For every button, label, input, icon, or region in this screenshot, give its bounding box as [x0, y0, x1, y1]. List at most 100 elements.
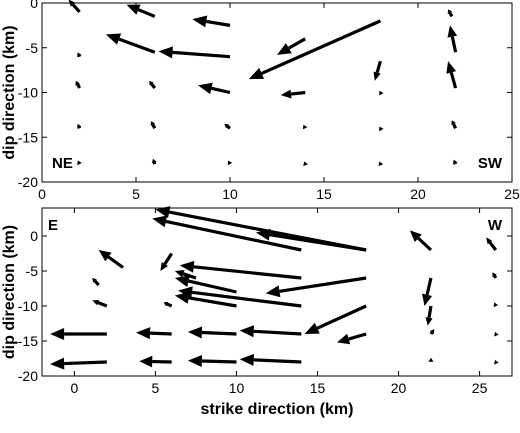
vector-head	[422, 293, 433, 306]
vector-shaft	[71, 3, 81, 14]
vector-head	[446, 61, 457, 74]
vector-arrow	[452, 159, 458, 165]
vector-arrow	[492, 272, 498, 279]
y-tick-label: -15	[18, 129, 38, 145]
vector-arrow	[149, 80, 157, 90]
vector-arrow	[425, 305, 433, 326]
vector-arrow	[158, 46, 231, 59]
vector-arrow	[92, 300, 108, 308]
vector-arrow	[486, 237, 498, 251]
vector-head	[174, 275, 190, 287]
vector-head	[451, 120, 456, 125]
vector-head	[75, 80, 80, 86]
corner-label: NE	[52, 155, 73, 172]
vector-arrow	[428, 357, 434, 362]
vector-arrow	[277, 37, 306, 55]
x-tick-label: 20	[391, 380, 407, 396]
y-tick-label: -20	[18, 174, 38, 190]
vector-arrow	[227, 160, 233, 166]
vector-head	[179, 260, 195, 273]
vector-arrow	[265, 276, 367, 298]
vector-head	[255, 228, 271, 241]
vector-shaft	[93, 279, 100, 287]
vector-head	[452, 159, 458, 165]
vector-head	[494, 359, 499, 365]
vector-head	[304, 322, 320, 334]
vector-head	[163, 301, 169, 307]
x-tick-label: 5	[132, 186, 140, 202]
y-tick-label: -5	[26, 40, 39, 56]
x-tick-label: 15	[316, 186, 332, 202]
x-tick-label: 0	[38, 186, 46, 202]
vector-shaft	[348, 332, 367, 341]
vector-shaft	[97, 301, 108, 308]
corner-label: SW	[478, 155, 503, 172]
vector-arrow	[304, 304, 367, 334]
vector-shaft	[427, 305, 433, 319]
vector-arrow	[373, 60, 382, 81]
vector-shaft	[493, 275, 498, 279]
vector-head	[373, 71, 381, 81]
vector-head	[136, 327, 151, 340]
vector-head	[149, 80, 154, 86]
y-tick-label: -10	[18, 298, 38, 314]
vector-arrow	[494, 331, 499, 337]
vector-shaft	[64, 360, 107, 366]
vector-arrow	[126, 4, 156, 18]
vector-head	[447, 9, 453, 14]
vector-arrow	[150, 121, 157, 130]
corner-label: W	[488, 217, 503, 234]
vector-arrow	[160, 252, 173, 271]
vector-shaft	[205, 19, 231, 27]
vector-arrow	[429, 329, 435, 335]
vector-head	[303, 161, 308, 167]
vector-arrow	[163, 301, 173, 308]
vector-arrow	[174, 275, 237, 294]
vector-arrow	[494, 359, 499, 365]
vector-shaft	[269, 233, 367, 252]
vector-head	[277, 43, 292, 55]
vector-head	[336, 333, 351, 345]
vector-shaft	[165, 219, 302, 252]
vector-head	[429, 329, 435, 334]
vector-head	[248, 67, 265, 80]
vector-head	[174, 270, 185, 278]
vector-arrow	[379, 90, 384, 96]
vector-head	[227, 160, 233, 166]
y-tick-label: -10	[18, 85, 38, 101]
vector-head	[486, 237, 493, 245]
vector-arrow	[152, 215, 302, 252]
y-tick-label: 0	[30, 228, 38, 244]
vector-shaft	[149, 331, 172, 336]
vector-head	[155, 206, 171, 218]
vector-arrow	[77, 160, 82, 166]
y-tick-label: -15	[18, 333, 38, 349]
vector-head	[187, 355, 203, 368]
vector-arrow	[379, 126, 384, 132]
vector-shaft	[172, 50, 231, 59]
vector-shaft	[448, 12, 454, 18]
vector-shaft	[429, 331, 434, 335]
vector-shaft	[166, 302, 173, 308]
vector-arrow	[303, 161, 308, 167]
vector-head	[98, 250, 112, 262]
vector-head	[239, 353, 254, 366]
vector-arrow	[98, 250, 124, 269]
vector-arrow	[105, 33, 156, 54]
vector-shaft	[76, 83, 82, 89]
y-tick-label: -5	[26, 263, 39, 279]
vector-shaft	[253, 358, 302, 364]
y-axis-label: dip direction (km)	[1, 225, 18, 359]
vector-shaft	[118, 37, 156, 54]
vector-shaft	[425, 277, 433, 296]
vector-head	[92, 278, 97, 283]
x-tick-label: 20	[410, 186, 426, 202]
vector-arrow	[76, 123, 82, 129]
vector-head	[77, 160, 82, 166]
vector-arrow	[409, 230, 433, 252]
vector-head	[425, 317, 433, 326]
vector-shaft	[137, 8, 156, 18]
vector-head	[379, 126, 384, 132]
